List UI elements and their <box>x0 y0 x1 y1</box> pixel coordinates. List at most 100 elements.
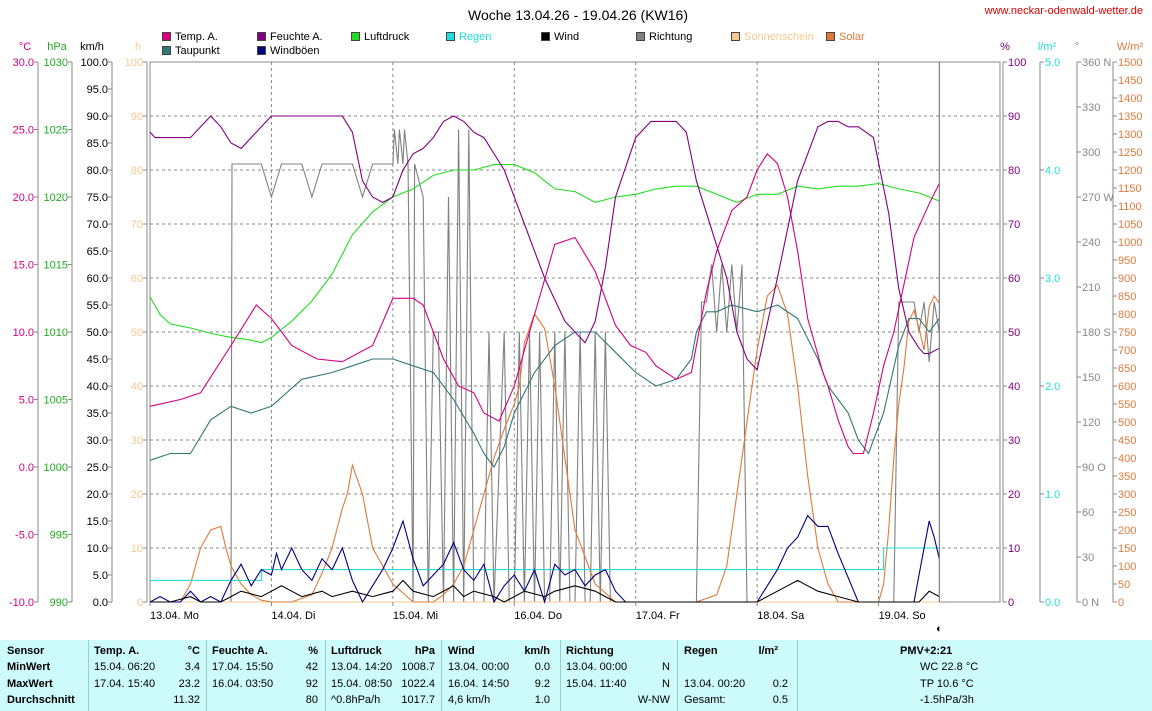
direction-tick-label: 240 <box>1082 237 1100 249</box>
humidity-tick-label: 0 <box>1008 597 1014 609</box>
wind-tick-label: 30.0 <box>87 435 108 447</box>
stats-row-label: Durchschnitt <box>7 694 75 706</box>
solar-tick-label: 700 <box>1118 345 1136 357</box>
solar-tick-label: 450 <box>1118 435 1136 447</box>
direction-tick-label: 90 O <box>1082 462 1106 474</box>
solar-tick-label: 1300 <box>1118 129 1142 141</box>
richtung-date: 13.04. 00:00 <box>566 661 628 673</box>
solar-tick-label: 1500 <box>1118 57 1142 69</box>
legend-label: Wind <box>554 31 580 43</box>
legend-label: Luftdruck <box>364 31 410 43</box>
solar-tick-label: 800 <box>1118 309 1136 321</box>
legend-swatch <box>162 32 171 41</box>
pmv-value: -1.5hPa/3h <box>920 694 974 706</box>
legend-item: Windböen <box>257 45 320 57</box>
solar-tick-label: 1250 <box>1118 147 1142 159</box>
temp-tick-label: 15.0 <box>13 260 34 272</box>
solar-tick-label: 200 <box>1118 525 1136 537</box>
wind-tick-label: 70.0 <box>87 219 108 231</box>
sun-unit: h <box>135 41 141 53</box>
feuchte-date: 17.04. 15:50 <box>212 661 274 673</box>
solar-tick-label: 1200 <box>1118 165 1142 177</box>
rain-tick-label: 5.0 <box>1045 57 1060 69</box>
pmv-value: TP 10.6 °C <box>920 678 974 690</box>
rain-tick-label: 4.0 <box>1045 165 1060 177</box>
rain-tick-label: 1.0 <box>1045 489 1060 501</box>
solar-tick-label: 0 <box>1118 597 1124 609</box>
luftdruck-date: ^0.8hPa/h <box>331 694 381 706</box>
stats-table: Sensor MinWert MaxWert Durchschnitt Temp. A.… <box>0 640 1152 711</box>
legend-item: Sonnenschein <box>731 31 814 43</box>
solar-tick-label: 400 <box>1118 453 1136 465</box>
x-tick-label: 15.04. Mi <box>393 610 438 622</box>
humidity-tick-label: 40 <box>1008 381 1020 393</box>
stats-header: Temp. A. <box>94 645 140 657</box>
wind-tick-label: 65.0 <box>87 246 108 258</box>
direction-tick-label: 30 <box>1082 552 1094 564</box>
pressure-unit: hPa <box>47 41 67 53</box>
stats-separator <box>206 640 207 711</box>
pmv-value: WC 22.8 °C <box>920 661 979 673</box>
wind-tick-label: 55.0 <box>87 300 108 312</box>
rain-tick-label: 3.0 <box>1045 273 1060 285</box>
stats-separator <box>441 640 442 711</box>
richtung-value: N <box>662 678 670 690</box>
sun-tick-label: 20 <box>131 489 143 501</box>
wind-tick-label: 75.0 <box>87 192 108 204</box>
direction-tick-label: 210 <box>1082 282 1100 294</box>
richtung-date: 15.04. 11:40 <box>566 678 627 690</box>
humidity-tick-label: 100 <box>1008 57 1026 69</box>
wind-date: 16.04. 14:50 <box>448 678 510 690</box>
stats-separator <box>325 640 326 711</box>
legend-label: Solar <box>839 31 865 43</box>
legend-item: Temp. A. <box>162 31 218 43</box>
series-taupunkt <box>149 304 940 469</box>
sun-tick-label: 90 <box>131 111 143 123</box>
series-luftdruck <box>149 164 940 344</box>
stats-separator <box>560 640 561 711</box>
wind-tick-label: 80.0 <box>87 165 108 177</box>
legend-swatch <box>826 32 835 41</box>
legend-item: Richtung <box>636 31 692 43</box>
axes: 30.025.020.015.010.05.00.0-5.0-10.010301… <box>9 57 1143 609</box>
weather-chart: 30.025.020.015.010.05.00.0-5.0-10.010301… <box>9 5 1144 635</box>
solar-tick-label: 550 <box>1118 399 1136 411</box>
legend-item: Luftdruck <box>351 31 409 43</box>
solar-tick-label: 600 <box>1118 381 1136 393</box>
pressure-tick-label: 1010 <box>44 327 68 339</box>
site-url[interactable]: www.neckar-odenwald-wetter.de <box>984 5 1143 17</box>
temp-value: 23.2 <box>178 678 200 690</box>
x-tick-label: 19.04. So <box>879 610 926 622</box>
stats-separator <box>88 640 89 711</box>
regen-value: 0.5 <box>772 694 788 706</box>
richtung-value: N <box>662 661 670 673</box>
wind-tick-label: 100.0 <box>80 57 108 69</box>
rain-tick-label: 2.0 <box>1045 381 1060 393</box>
humidity-tick-label: 90 <box>1008 111 1020 123</box>
legend-label: Feuchte A. <box>270 31 323 43</box>
stats-unit: km/h <box>524 645 550 657</box>
sun-tick-label: 50 <box>131 327 143 339</box>
temp-tick-label: 20.0 <box>13 192 34 204</box>
legend-swatch <box>541 32 550 41</box>
humidity-tick-label: 20 <box>1008 489 1020 501</box>
wind-unit: km/h <box>80 41 104 53</box>
legend-label: Regen <box>459 31 492 43</box>
temp-tick-label: -5.0 <box>15 530 34 542</box>
sun-tick-label: 30 <box>131 435 143 447</box>
humidity-unit: % <box>1000 41 1010 53</box>
x-ticks: 13.04. Mo 14.04. Di 15.04. Mi 16.04. Do 17.0… <box>149 602 943 635</box>
wind-date: 13.04. 00:00 <box>448 661 510 673</box>
stats-header: Regen <box>684 645 718 657</box>
luftdruck-value: 1017.7 <box>401 694 435 706</box>
legend-label: Temp. A. <box>175 31 218 43</box>
sun-tick-label: 80 <box>131 165 143 177</box>
temp-tick-label: 25.0 <box>13 125 34 137</box>
legend-item: Regen <box>446 31 491 43</box>
pressure-tick-label: 1005 <box>44 395 68 407</box>
series-regen <box>150 547 940 581</box>
wind-value: 9.2 <box>534 678 550 690</box>
temp-value: 3.4 <box>184 661 200 673</box>
wind-tick-label: 40.0 <box>87 381 108 393</box>
direction-tick-label: 180 S <box>1082 327 1111 339</box>
